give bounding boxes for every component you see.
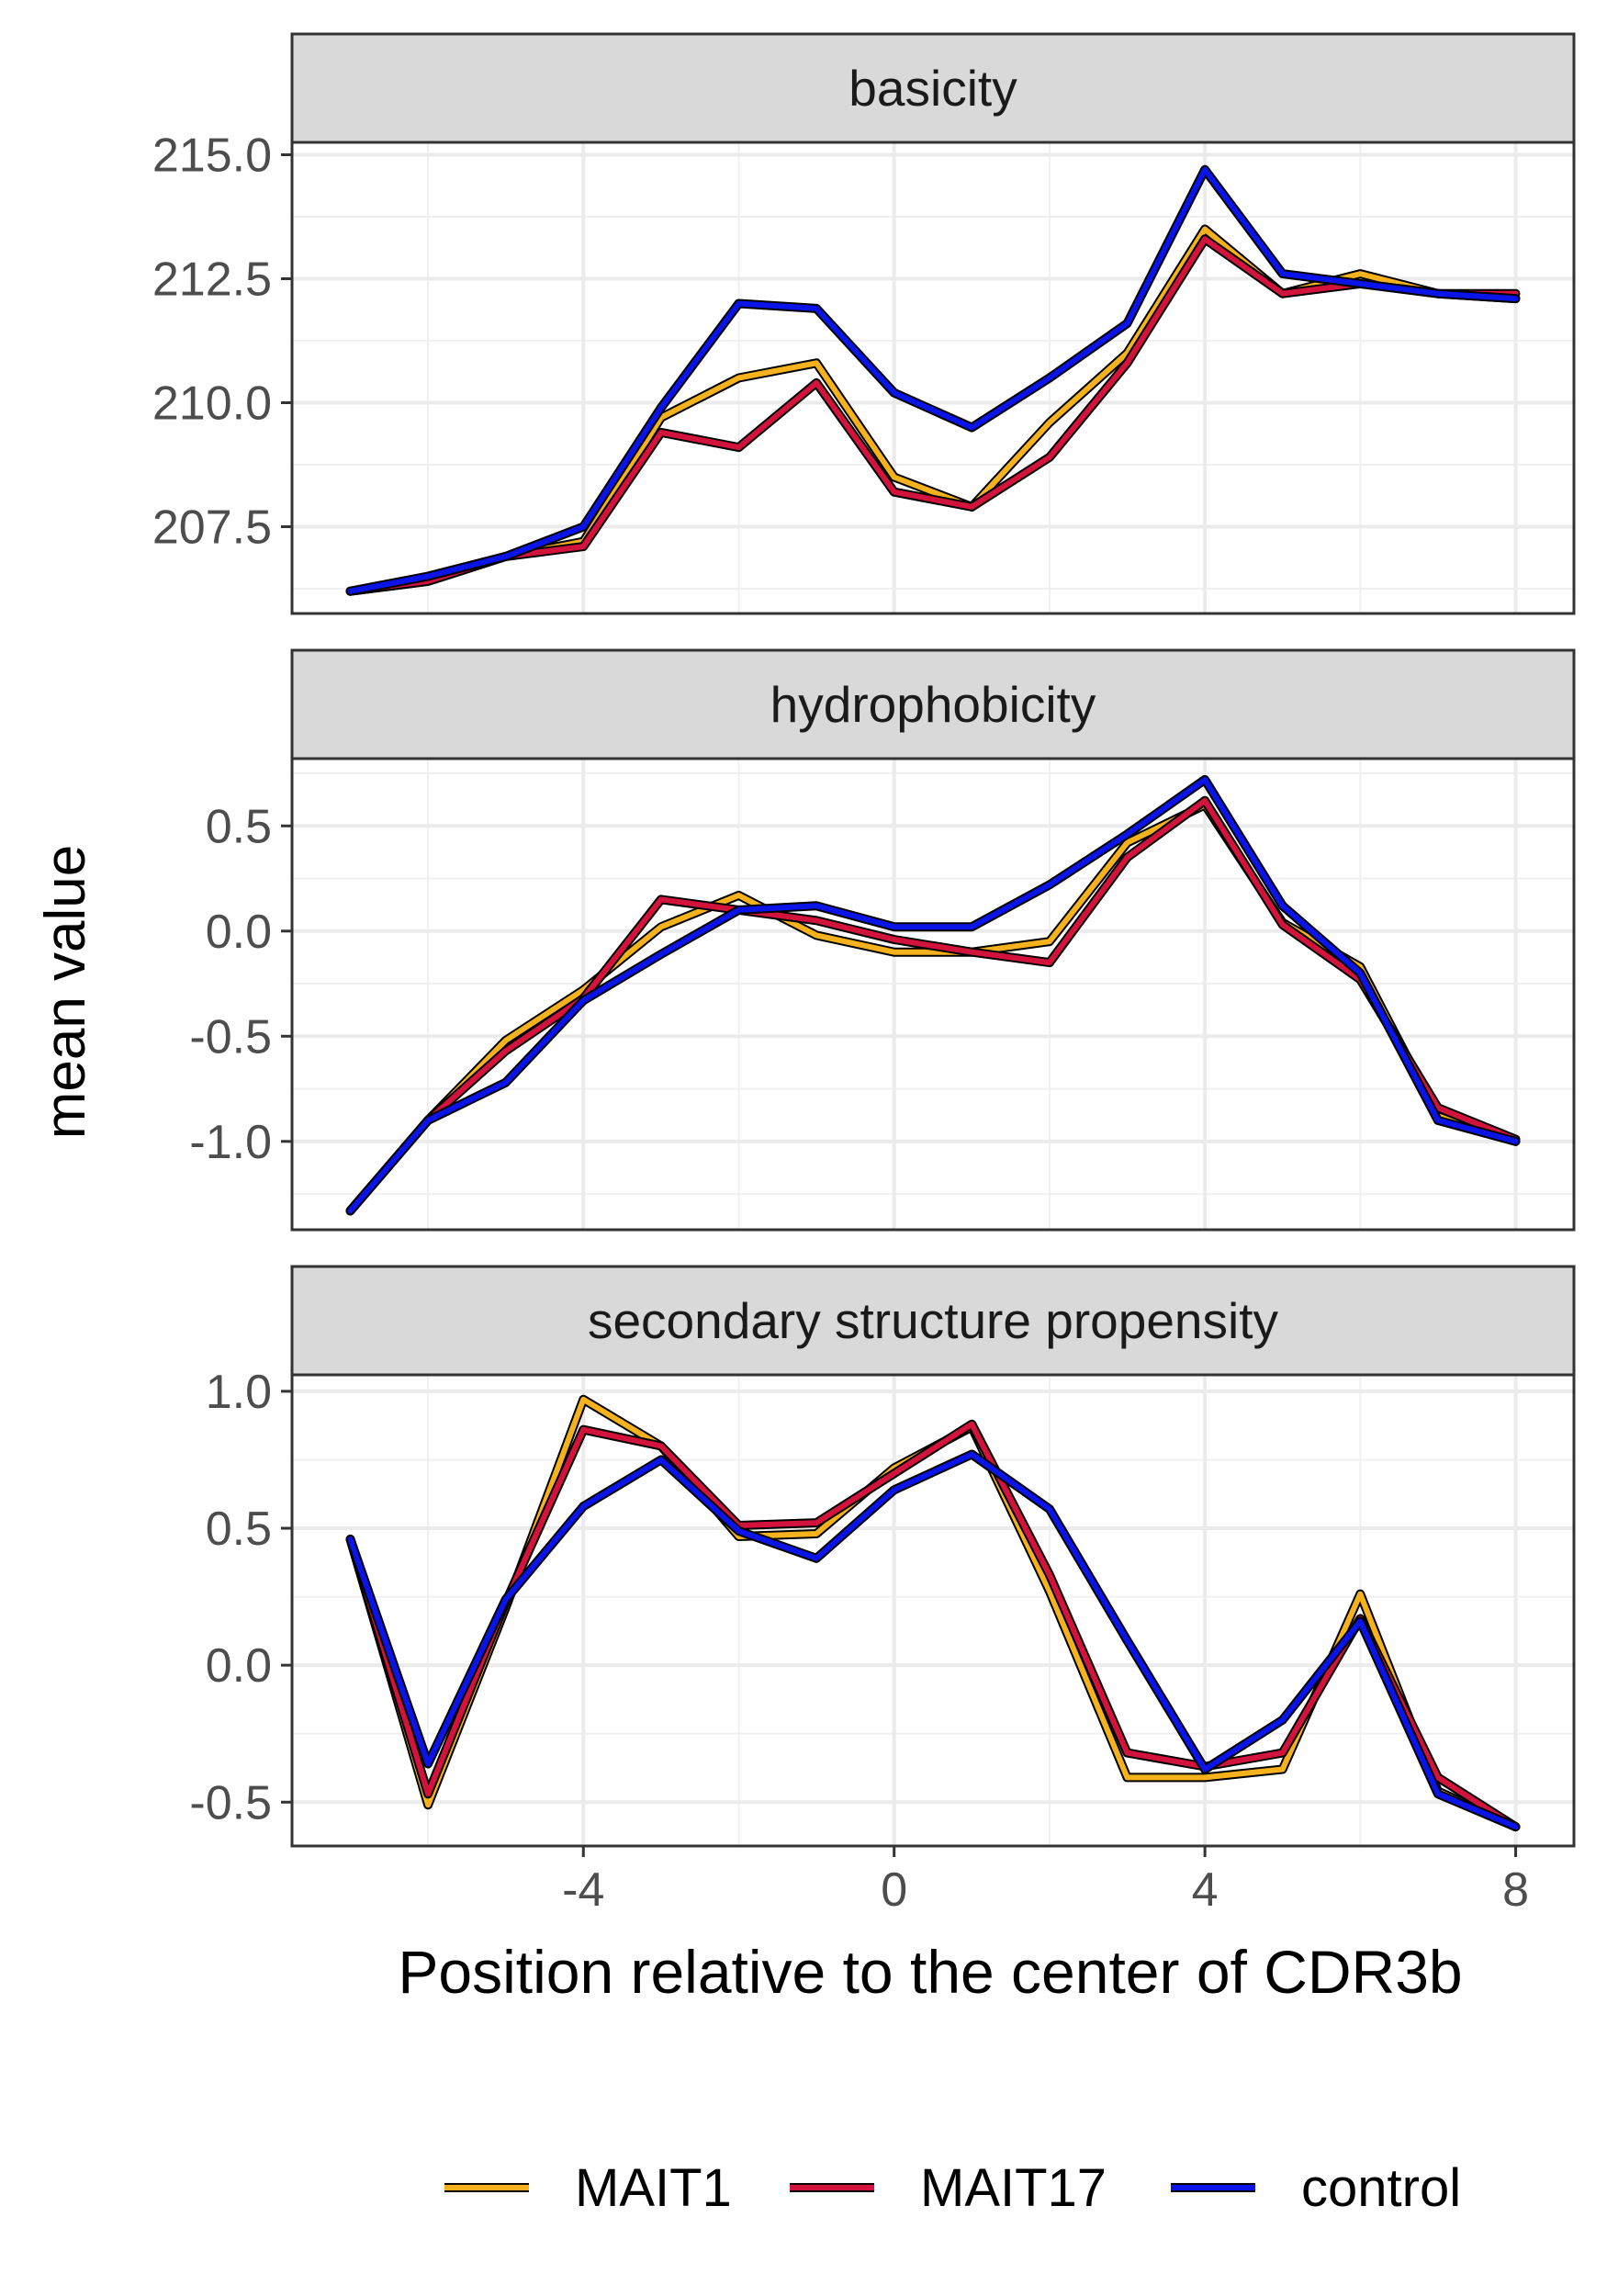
series-line-mait17 <box>347 797 1519 1214</box>
y-tick-label: 0.0 <box>206 906 272 959</box>
legend-item-mait1: MAIT1 <box>444 2158 732 2218</box>
minor-gridlines <box>292 1375 1574 1846</box>
x-axis: -4 0 4 8 <box>562 1846 1529 1917</box>
series-line-mait17 <box>347 236 1519 594</box>
y-axis-title: mean value <box>34 845 97 1140</box>
y-axis: -0.5 0.0 0.5 1.0 <box>189 1366 292 1829</box>
series-lines <box>345 164 1521 596</box>
y-tick-label: -1.0 <box>189 1116 272 1169</box>
facet-strip-label: basicity <box>848 60 1017 117</box>
y-tick-label: 0.0 <box>206 1639 272 1693</box>
y-tick-label: 1.0 <box>206 1366 272 1419</box>
panel-border <box>290 757 1576 1232</box>
major-gridlines <box>292 1375 1574 1846</box>
legend-label-mait1: MAIT1 <box>575 2158 732 2218</box>
panel-hydrophobicity: hydrophobicity -1.0 -0.5 0.0 0.5 <box>189 648 1576 1232</box>
legend-item-mait17: MAIT17 <box>790 2158 1107 2218</box>
x-tick-label: 4 <box>1192 1863 1219 1917</box>
x-tick-label: 8 <box>1502 1863 1529 1917</box>
facet-strip <box>290 32 1576 144</box>
legend-item-control: control <box>1171 2158 1461 2218</box>
series-lines <box>345 774 1521 1216</box>
y-tick-label: 207.5 <box>152 501 272 555</box>
facet-strip-label: secondary structure propensity <box>588 1292 1279 1349</box>
facet-strip-label: hydrophobicity <box>770 676 1096 733</box>
series-line-control <box>347 1451 1519 1830</box>
x-axis-title: Position relative to the center of CDR3b <box>398 1938 1462 2006</box>
y-tick-label: 0.5 <box>206 1503 272 1556</box>
y-tick-label: -0.5 <box>189 1776 272 1829</box>
y-axis: 207.5 210.0 212.5 215.0 <box>152 129 292 555</box>
y-tick-label: 0.5 <box>206 800 272 853</box>
facet-strip <box>290 648 1576 760</box>
x-tick-label: 0 <box>881 1863 907 1917</box>
legend-label-control: control <box>1301 2158 1461 2218</box>
series-line-mait17 <box>347 1421 1519 1830</box>
y-tick-label: 210.0 <box>152 377 272 431</box>
legend: MAIT1 MAIT17 control <box>444 2158 1461 2218</box>
series-lines <box>345 1394 1521 1832</box>
y-tick-label: 212.5 <box>152 253 272 307</box>
panel-border <box>290 1373 1576 1848</box>
panel-basicity: basicity 207.5 210.0 212.5 215.0 <box>152 32 1576 615</box>
series-line-control <box>347 166 1519 594</box>
panels: basicity 207.5 210.0 212.5 215.0 hydrophobici… <box>152 32 1576 1848</box>
panel-border <box>290 141 1576 615</box>
panel-secondary-structure-propensity: secondary structure propensity -0.5 0.0 0.5… <box>189 1265 1576 1848</box>
y-axis: -1.0 -0.5 0.0 0.5 <box>189 800 292 1169</box>
x-tick-label: -4 <box>562 1863 604 1917</box>
facet-strip <box>290 1265 1576 1377</box>
series-line-control <box>347 776 1519 1214</box>
major-gridlines <box>292 142 1574 613</box>
legend-label-mait17: MAIT17 <box>920 2158 1107 2218</box>
y-tick-label: -0.5 <box>189 1010 272 1064</box>
y-tick-label: 215.0 <box>152 129 272 183</box>
